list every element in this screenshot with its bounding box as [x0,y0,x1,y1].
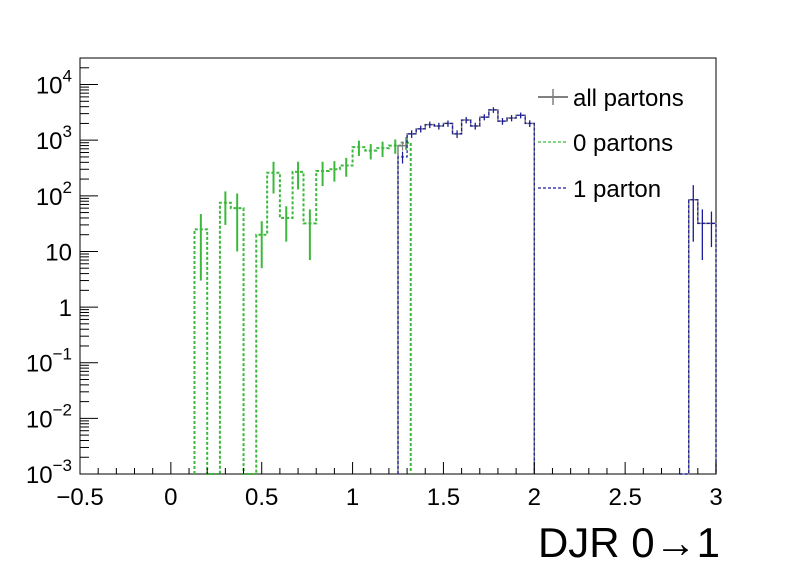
x-tick-label: 0 [164,484,177,511]
series-0-partons [193,137,412,475]
series-all-partons [397,107,717,475]
y-tick-label: 103 [36,122,72,155]
legend: all partons 0 partons 1 parton [538,85,684,203]
legend-label: 0 partons [573,130,673,157]
x-tick-label: −0.5 [56,484,103,511]
x-tick-label: 3 [709,484,722,511]
y-tick-label: 10−1 [26,345,72,378]
legend-label: all partons [573,85,684,112]
x-tick-label: 2.5 [608,484,641,511]
x-tick-label: 0.5 [245,484,278,511]
x-axis-title: DJR 0→1 [538,519,720,566]
y-axis: 10−3 10−2 10−1 1 10 102 103 104 [26,57,98,489]
legend-label: 1 parton [573,176,661,203]
x-tick-label: 2 [528,484,541,511]
x-axis: −0.5 0 0.5 1 1.5 2 2.5 3 [56,462,723,511]
y-tick-label: 102 [36,178,72,211]
series-step-line [193,141,412,475]
y-tick-label: 1 [59,295,72,322]
x-tick-label: 1.5 [427,484,460,511]
series-step-line [397,109,717,475]
series-1-parton [397,107,717,475]
series-step-line [397,109,717,475]
series-layer [193,107,717,475]
x-tick-label: 1 [346,484,359,511]
y-tick-label: 10 [45,239,72,266]
y-tick-label: 104 [36,67,72,100]
y-tick-label: 10−2 [26,400,72,433]
y-tick-label: 10−3 [26,456,72,489]
